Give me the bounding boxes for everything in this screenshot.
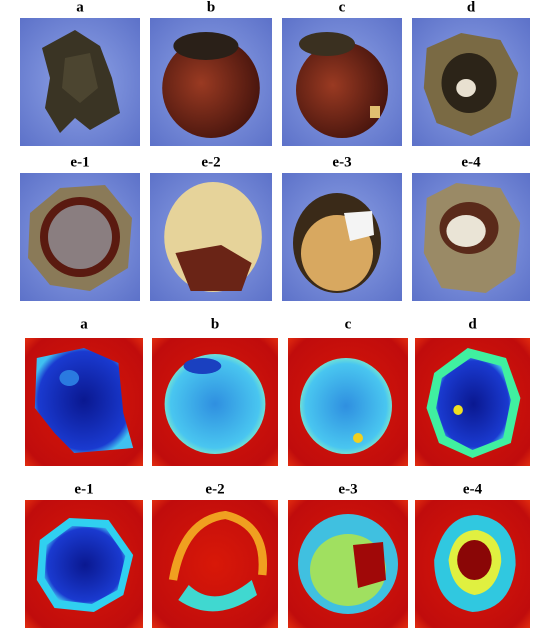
photo-panel — [20, 18, 140, 146]
heatmap-shape — [457, 540, 492, 580]
photo-label: e-3 — [332, 154, 351, 170]
heatmap-label: e-2 — [205, 481, 224, 497]
heatmap-label: d — [468, 316, 477, 332]
photo-shape — [456, 79, 476, 97]
heatmap-label: a — [80, 316, 88, 332]
photo-shape — [48, 205, 112, 269]
heatmap-panel — [415, 500, 530, 628]
photo-shape — [173, 32, 239, 60]
heatmap-shape — [168, 510, 268, 581]
heatmap-shape — [353, 542, 386, 588]
photo-shape — [299, 32, 355, 56]
photo-label: e-1 — [70, 154, 89, 170]
photo-label: c — [339, 0, 346, 15]
photo-label: b — [207, 0, 215, 15]
photo-label: e-4 — [461, 154, 481, 170]
photo-shape — [62, 53, 98, 103]
photo-label: e-2 — [201, 154, 220, 170]
photo-panel — [282, 173, 402, 301]
photo-shape — [162, 38, 260, 138]
panels: a b c d e-1 e-2 e-3 e-4 a b c d e-1 e-2 e-3 e-4 — [20, 0, 530, 628]
heatmap-shape — [453, 405, 463, 415]
photo-shape — [175, 245, 252, 291]
photo-shape — [344, 211, 374, 241]
photo-panel — [20, 173, 140, 301]
heatmap-panel — [152, 338, 278, 466]
heatmap-panel — [288, 338, 408, 466]
heatmap-panel — [25, 338, 143, 466]
heatmap-shape — [300, 358, 392, 454]
photo-panel — [412, 173, 530, 301]
photo-panel — [282, 18, 402, 146]
photo-panel — [150, 18, 272, 146]
photo-shape — [296, 42, 388, 138]
heatmap-shape — [436, 358, 511, 450]
photo-shape — [370, 106, 380, 118]
heatmap-panel — [288, 500, 408, 628]
heatmap-label: e-1 — [74, 481, 93, 497]
heatmap-label: c — [345, 316, 352, 332]
heatmap-shape — [164, 354, 266, 454]
heatmap-shape — [183, 358, 222, 374]
photo-panel — [412, 18, 530, 146]
photo-label: a — [76, 0, 84, 15]
heatmap-shape — [34, 348, 134, 453]
heatmap-shape — [59, 370, 80, 386]
photo-panel — [150, 173, 272, 301]
heatmap-panel — [25, 500, 143, 628]
heatmap-label: e-4 — [463, 481, 483, 497]
photo-label: d — [467, 0, 476, 15]
heatmap-label: b — [211, 316, 219, 332]
heatmap-label: e-3 — [338, 481, 357, 497]
heatmap-panel — [152, 500, 278, 628]
heatmap-shape — [353, 433, 363, 443]
heatmap-panel — [415, 338, 530, 466]
heatmap-shape — [44, 526, 126, 604]
heatmap-shape — [178, 580, 257, 612]
photo-shape — [446, 215, 486, 247]
